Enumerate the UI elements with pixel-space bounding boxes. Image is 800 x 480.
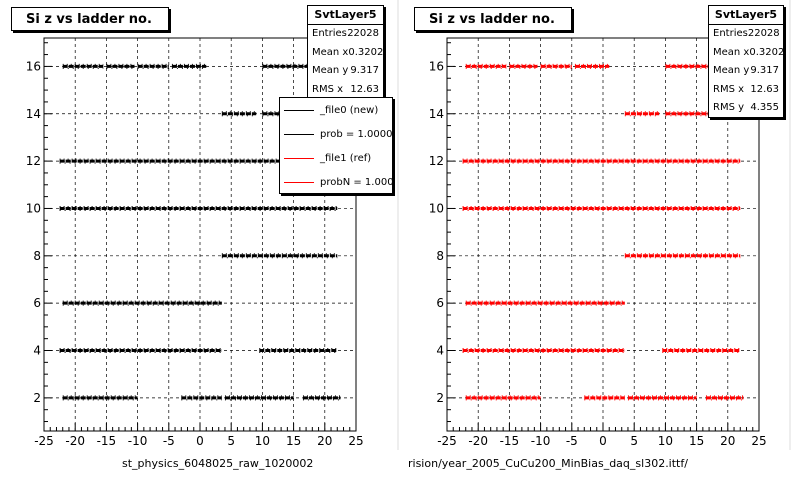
x-tick-label: -15 bbox=[97, 434, 117, 448]
left-plot-title: Si z vs ladder no. bbox=[11, 7, 169, 31]
stats-row: RMS y 4.355 bbox=[709, 99, 783, 118]
stats-row: Mean y 9.317 bbox=[709, 62, 783, 81]
stats-value: 0.3202 bbox=[348, 46, 383, 58]
x-tick-label: 10 bbox=[255, 434, 270, 448]
y-tick-label: 6 bbox=[33, 296, 41, 310]
left-stats-box: SvtLayer5 Entries 22028 Mean x 0.3202 Mean… bbox=[307, 5, 384, 99]
x-tick-label: 0 bbox=[599, 434, 607, 448]
stats-label: RMS y bbox=[713, 102, 745, 114]
stats-label: Mean y bbox=[713, 65, 750, 77]
x-tick-label: -5 bbox=[566, 434, 578, 448]
legend-entry: probN = 1.000000 bbox=[280, 170, 393, 193]
stats-value: 9.317 bbox=[750, 65, 779, 77]
x-tick-label: 0 bbox=[196, 434, 204, 448]
x-tick-label: 15 bbox=[689, 434, 704, 448]
y-tick-label: 16 bbox=[429, 59, 444, 73]
x-tick-label: -20 bbox=[65, 434, 85, 448]
stats-value: 12.63 bbox=[750, 83, 779, 95]
right-plot-title: Si z vs ladder no. bbox=[414, 7, 572, 31]
legend-label: _file0 (new) bbox=[320, 104, 379, 116]
right-histogram-plot: -25 -20 -15 -10 -5 0 5 10 15 20 25 2 4 6 8 10 12 14 16 bbox=[429, 0, 791, 450]
x-tick-label: 20 bbox=[317, 434, 332, 448]
stats-row: RMS x 12.63 bbox=[709, 81, 783, 100]
y-tick-label: 12 bbox=[26, 154, 41, 168]
x-tick-label: -25 bbox=[437, 434, 457, 448]
x-tick-label: -15 bbox=[500, 434, 520, 448]
stats-row: RMS x 12.63 bbox=[308, 81, 383, 100]
right-x-axis-label: rision/year_2005_CuCu200_MinBias_daq_sl3… bbox=[408, 457, 688, 470]
y-tick-label: 8 bbox=[436, 249, 444, 263]
y-tick-label: 2 bbox=[33, 391, 41, 405]
stats-row: Mean y 9.317 bbox=[308, 62, 383, 81]
x-tick-label: -10 bbox=[128, 434, 148, 448]
stats-value: 0.3202 bbox=[749, 46, 783, 58]
legend-label: _file1 (ref) bbox=[320, 152, 372, 164]
right-stats-name: SvtLayer5 bbox=[709, 6, 783, 25]
stats-label: RMS x bbox=[713, 83, 745, 95]
stats-value: 9.317 bbox=[350, 65, 379, 77]
stats-value: 4.355 bbox=[750, 102, 779, 114]
plot-frame bbox=[446, 37, 760, 432]
left-x-axis-label: st_physics_6048025_raw_1020002 bbox=[122, 457, 314, 470]
stats-value: 12.63 bbox=[350, 83, 379, 95]
legend-label: probN = 1.000000 bbox=[320, 176, 393, 188]
legend-line bbox=[284, 133, 314, 135]
stats-label: Entries bbox=[312, 28, 347, 39]
x-tick-label: 15 bbox=[286, 434, 301, 448]
right-stats-box: SvtLayer5 Entries 22028 Mean x 0.3202 Mean… bbox=[708, 5, 784, 118]
legend-line bbox=[284, 157, 314, 159]
stats-row: Mean x 0.3202 bbox=[709, 44, 783, 63]
x-tick-label: 25 bbox=[348, 434, 363, 448]
stats-value: 22028 bbox=[747, 28, 780, 39]
y-tick-label: 16 bbox=[26, 59, 41, 73]
y-tick-label: 14 bbox=[429, 107, 444, 121]
y-tick-label: 14 bbox=[26, 107, 41, 121]
y-tick-label: 8 bbox=[33, 249, 41, 263]
stats-label: Entries bbox=[713, 28, 748, 39]
y-tick-label: 2 bbox=[436, 391, 444, 405]
left-stats-name: SvtLayer5 bbox=[308, 6, 383, 25]
stats-label: Mean x bbox=[713, 46, 750, 58]
stats-label: Mean y bbox=[312, 65, 349, 77]
y-tick-label: 6 bbox=[436, 296, 444, 310]
x-tick-label: 10 bbox=[658, 434, 673, 448]
legend-entry: _file0 (new) bbox=[280, 98, 392, 122]
stats-row: Entries 22028 bbox=[709, 25, 783, 44]
y-tick-label: 4 bbox=[436, 344, 444, 358]
legend-line bbox=[284, 109, 314, 111]
y-tick-label: 12 bbox=[429, 154, 444, 168]
x-tick-label: -5 bbox=[163, 434, 175, 448]
x-tick-label: 5 bbox=[227, 434, 235, 448]
x-tick-label: -25 bbox=[34, 434, 54, 448]
stats-label: RMS x bbox=[312, 83, 344, 95]
stats-value: 22028 bbox=[347, 28, 379, 39]
legend-label: prob = 1.000000 bbox=[320, 128, 393, 140]
stats-row: Entries 22028 bbox=[308, 25, 383, 44]
y-tick-label: 10 bbox=[26, 201, 41, 215]
left-legend: _file0 (new) prob = 1.000000 _file1 (ref… bbox=[279, 97, 393, 194]
y-tick-label: 4 bbox=[33, 344, 41, 358]
x-tick-label: -10 bbox=[531, 434, 551, 448]
x-tick-label: 20 bbox=[720, 434, 735, 448]
stats-label: Mean x bbox=[312, 46, 349, 58]
legend-line bbox=[284, 181, 314, 183]
legend-entry: prob = 1.000000 bbox=[280, 122, 392, 146]
stats-row: Mean x 0.3202 bbox=[308, 44, 383, 63]
y-tick-label: 10 bbox=[429, 201, 444, 215]
x-tick-label: -20 bbox=[468, 434, 488, 448]
x-tick-label: 5 bbox=[630, 434, 638, 448]
legend-entry: _file1 (ref) bbox=[280, 146, 392, 170]
x-tick-label: 25 bbox=[751, 434, 766, 448]
